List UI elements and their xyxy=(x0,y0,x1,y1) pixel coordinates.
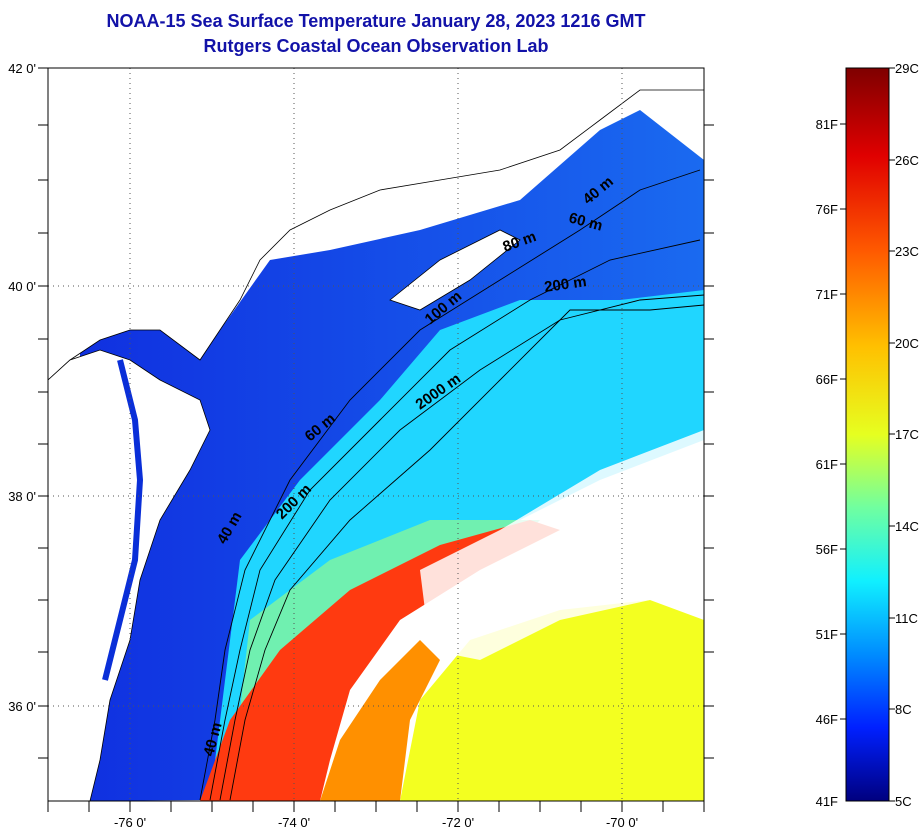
colorbar-label-11c: 11C xyxy=(895,611,918,626)
axis-ticks xyxy=(38,67,714,812)
colorbar-label-66f: 66F xyxy=(816,372,838,387)
map-subtitle: Rutgers Coastal Ocean Observation Lab xyxy=(203,36,549,56)
colorbar xyxy=(845,67,890,802)
colorbar-label-61f: 61F xyxy=(816,457,838,472)
colorbar-label-5c: 5C xyxy=(895,794,912,809)
land-long-island xyxy=(389,229,521,311)
map-title: NOAA-15 Sea Surface Temperature January … xyxy=(106,11,646,31)
lat-label-40: 40 0' xyxy=(8,279,36,294)
land-north xyxy=(48,68,704,381)
colorbar-label-23c: 23C xyxy=(895,244,919,259)
colorbar-label-41f: 41F xyxy=(816,794,838,809)
slope-water-green xyxy=(230,520,540,801)
cloud-cover xyxy=(420,430,704,660)
colorbar-label-14c: 14C xyxy=(895,519,919,534)
colorbar-label-20c: 20C xyxy=(895,336,919,351)
lon-label-76: -76 0' xyxy=(114,815,146,830)
lat-label-38: 38 0' xyxy=(8,489,36,504)
colorbar-label-8c: 8C xyxy=(895,702,912,717)
lat-label-36: 36 0' xyxy=(8,699,36,714)
lon-label-70: -70 0' xyxy=(606,815,638,830)
gulf-stream xyxy=(200,520,560,801)
colorbar-label-71f: 71F xyxy=(816,287,838,302)
colorbar-label-56f: 56F xyxy=(816,542,838,557)
colorbar-label-26c: 26C xyxy=(895,153,919,168)
contour-label-200m-north: 200 m xyxy=(543,273,587,296)
chesapeake-bay xyxy=(102,359,144,681)
colorbar-label-17c: 17C xyxy=(895,427,919,442)
colorbar-label-81f: 81F xyxy=(816,117,838,132)
slope-water xyxy=(210,290,704,801)
colorbar-label-76f: 76F xyxy=(816,202,838,217)
colorbar-ticks xyxy=(840,67,895,802)
colorbar-label-51f: 51F xyxy=(816,627,838,642)
colorbar-label-46f: 46F xyxy=(816,712,838,727)
colorbar-label-29c: 29C xyxy=(895,61,919,76)
isobath-contours xyxy=(199,169,704,801)
lat-label-42: 42 0' xyxy=(8,61,36,76)
sst-map: 40 m 60 m 80 m 200 m 100 m 2000 m 60 m 2… xyxy=(48,68,704,801)
gulf-stream-orange xyxy=(320,640,440,801)
lon-label-74: -74 0' xyxy=(278,815,310,830)
lon-label-72: -72 0' xyxy=(442,815,474,830)
graticule xyxy=(48,68,704,801)
